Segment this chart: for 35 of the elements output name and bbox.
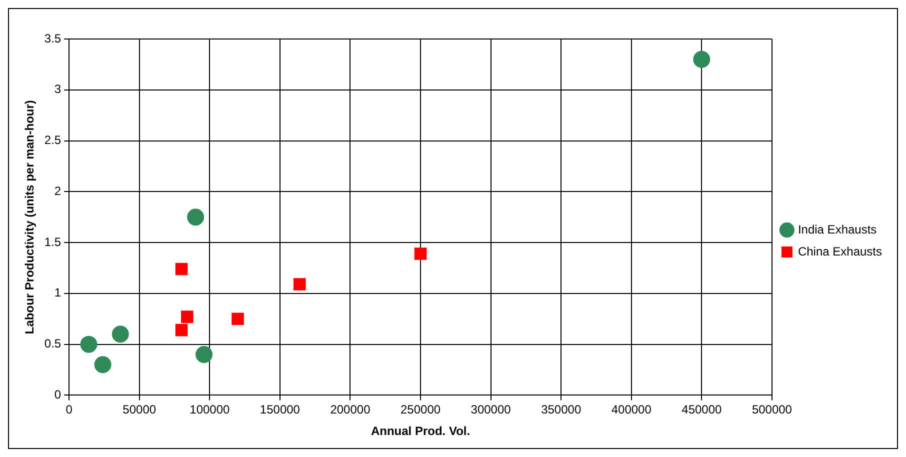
legend-label: India Exhausts xyxy=(798,222,877,236)
point xyxy=(693,50,710,68)
x-tick-label: 350000 xyxy=(541,402,582,417)
point xyxy=(196,346,213,363)
y-tick-label: 1 xyxy=(54,286,62,300)
y-tick-label: 0.5 xyxy=(44,336,62,351)
x-axis-title: Annual Prod. Vol. xyxy=(370,424,470,438)
y-tick-label: 0 xyxy=(54,388,62,402)
x-tick-label: 50000 xyxy=(122,402,156,417)
y-tick-label: 3.5 xyxy=(44,31,62,46)
x-tick-label: 400000 xyxy=(611,402,652,417)
x-tick-label: 250000 xyxy=(400,402,441,417)
y-tick-label: 3 xyxy=(54,82,62,96)
point xyxy=(175,324,188,336)
point xyxy=(112,326,129,343)
x-tick-label: 300000 xyxy=(470,402,512,417)
y-tick-label: 1.5 xyxy=(44,234,62,249)
point xyxy=(80,336,98,353)
legend-label: China Exhausts xyxy=(798,244,882,258)
x-tick-label: 200000 xyxy=(330,402,371,417)
point xyxy=(175,262,188,276)
x-tick-label: 150000 xyxy=(260,402,300,417)
point xyxy=(94,356,112,374)
point xyxy=(414,248,427,260)
y-tick-label: 2.5 xyxy=(44,133,62,148)
point xyxy=(187,208,204,226)
y-tick-label: 2 xyxy=(54,184,62,198)
x-tick-label: 0 xyxy=(66,402,73,417)
x-tick-label: 100000 xyxy=(190,402,230,417)
x-tick-label: 450000 xyxy=(682,402,722,417)
point xyxy=(293,278,306,290)
y-axis-title: Labour Productivity (units per man-hour) xyxy=(22,100,37,334)
x-tick-label: 500000 xyxy=(752,402,792,417)
point xyxy=(181,310,194,323)
point xyxy=(232,312,244,326)
